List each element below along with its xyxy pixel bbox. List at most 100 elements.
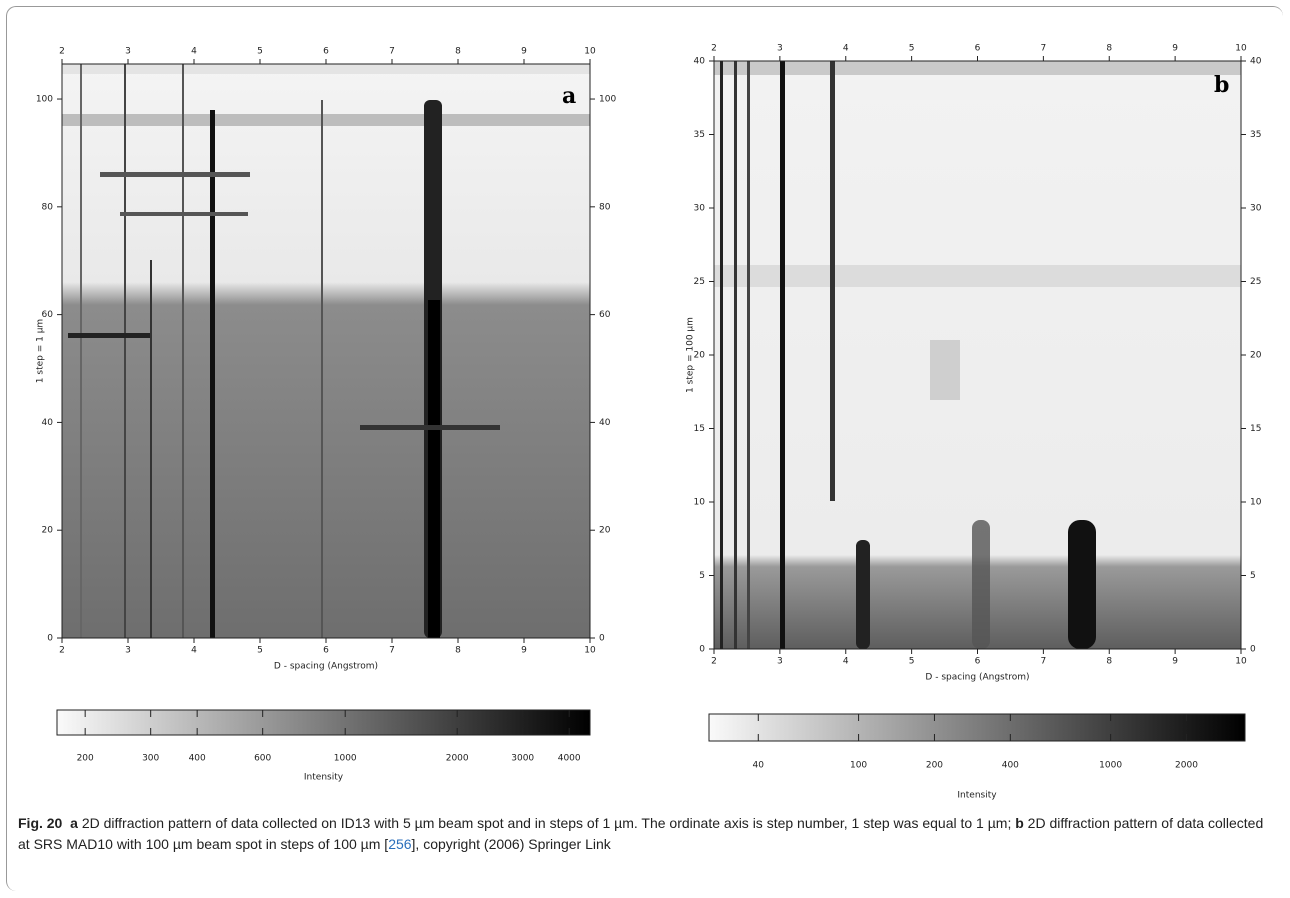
x-tick-label: 5 bbox=[257, 646, 263, 656]
y-tick-label-right: 30 bbox=[1250, 204, 1262, 214]
x-tick-label-top: 4 bbox=[843, 44, 849, 54]
colorbar-tick-label: 100 bbox=[850, 761, 867, 771]
panel-label: b bbox=[1214, 72, 1229, 98]
y-tick-label: 60 bbox=[42, 310, 54, 320]
colorbar-tick-label: 4000 bbox=[558, 754, 581, 764]
colorbar-tick-label: 200 bbox=[926, 761, 943, 771]
colorbar-tick-label: 40 bbox=[753, 761, 765, 771]
y-tick-label: 20 bbox=[694, 351, 706, 361]
heatmap-image-b bbox=[714, 61, 1241, 649]
x-tick-label: 10 bbox=[584, 646, 596, 656]
y-tick-label-right: 100 bbox=[599, 95, 616, 105]
y-tick-label: 5 bbox=[699, 571, 705, 581]
x-tick-label: 3 bbox=[125, 646, 131, 656]
y-tick-label-right: 15 bbox=[1250, 424, 1261, 434]
y-tick-label: 80 bbox=[42, 202, 54, 212]
x-tick-label: 2 bbox=[711, 657, 717, 667]
x-tick-label: 8 bbox=[1106, 657, 1112, 667]
colorbar-tick-label: 400 bbox=[189, 754, 206, 764]
y-tick-label: 0 bbox=[47, 634, 53, 644]
colorbar-tick-label: 600 bbox=[254, 754, 271, 764]
y-tick-label-right: 20 bbox=[1250, 351, 1262, 361]
caption-text: 2D diffraction pattern of data collected… bbox=[77, 815, 1016, 831]
y-axis-label: 1 step = 100 µm bbox=[686, 317, 696, 393]
reference-link[interactable]: 256 bbox=[388, 836, 412, 852]
colorbar-tick-label: 1000 bbox=[1099, 761, 1122, 771]
y-tick-label: 40 bbox=[42, 418, 54, 428]
x-tick-label: 5 bbox=[909, 657, 915, 667]
x-tick-label-top: 10 bbox=[584, 47, 596, 57]
part-label: a bbox=[70, 815, 78, 831]
colorbar-tick-label: 1000 bbox=[334, 754, 357, 764]
colorbar-tick-label: 400 bbox=[1002, 761, 1019, 771]
colorbar-label: Intensity bbox=[957, 791, 997, 801]
x-tick-label-top: 8 bbox=[1106, 44, 1112, 54]
y-axis-label: 1 step = 1 µm bbox=[36, 319, 46, 383]
x-axis-label: D - spacing (Angstrom) bbox=[925, 673, 1029, 683]
x-tick-label-top: 9 bbox=[1172, 44, 1178, 54]
x-tick-label: 9 bbox=[521, 646, 527, 656]
y-tick-label: 100 bbox=[36, 95, 53, 105]
x-tick-label: 6 bbox=[323, 646, 329, 656]
y-tick-label: 15 bbox=[694, 424, 705, 434]
y-tick-label: 25 bbox=[694, 277, 705, 287]
caption-text: 2D diffraction pattern of data collected… bbox=[18, 815, 1264, 852]
x-tick-label-top: 4 bbox=[191, 47, 197, 57]
caption: Fig. 20 a 2D diffraction pattern of data… bbox=[18, 813, 1278, 855]
x-tick-label-top: 3 bbox=[777, 44, 783, 54]
x-tick-label: 7 bbox=[389, 646, 395, 656]
x-tick-label-top: 6 bbox=[975, 44, 981, 54]
y-tick-label: 40 bbox=[694, 57, 706, 67]
colorbar-tick-label: 3000 bbox=[511, 754, 534, 764]
x-tick-label: 2 bbox=[59, 646, 65, 656]
colorbar-tick-label: 2000 bbox=[446, 754, 469, 764]
x-tick-label: 7 bbox=[1041, 657, 1047, 667]
y-tick-label-right: 10 bbox=[1250, 498, 1262, 508]
x-tick-label-top: 2 bbox=[59, 47, 65, 57]
x-tick-label: 8 bbox=[455, 646, 461, 656]
x-tick-label-top: 6 bbox=[323, 47, 329, 57]
x-tick-label: 10 bbox=[1235, 657, 1247, 667]
y-tick-label-right: 0 bbox=[1250, 645, 1256, 655]
x-tick-label-top: 3 bbox=[125, 47, 131, 57]
y-tick-label-right: 80 bbox=[599, 202, 611, 212]
figure-frame bbox=[6, 6, 1283, 891]
x-tick-label-top: 5 bbox=[909, 44, 915, 54]
colorbar bbox=[708, 713, 1246, 742]
panel-label: a bbox=[562, 83, 576, 109]
x-tick-label: 9 bbox=[1172, 657, 1178, 667]
x-axis-label: D - spacing (Angstrom) bbox=[274, 662, 378, 672]
y-tick-label: 0 bbox=[699, 645, 705, 655]
x-tick-label: 4 bbox=[191, 646, 197, 656]
colorbar-tick-label: 200 bbox=[77, 754, 94, 764]
y-tick-label: 30 bbox=[694, 204, 706, 214]
y-tick-label-right: 20 bbox=[599, 526, 611, 536]
x-tick-label-top: 9 bbox=[521, 47, 527, 57]
y-tick-label: 35 bbox=[694, 130, 705, 140]
colorbar-label: Intensity bbox=[304, 773, 344, 783]
colorbar-tick-label: 2000 bbox=[1175, 761, 1198, 771]
y-tick-label-right: 5 bbox=[1250, 571, 1256, 581]
x-tick-label-top: 10 bbox=[1235, 44, 1247, 54]
caption-text: ], copyright (2006) Springer Link bbox=[411, 836, 611, 852]
x-tick-label-top: 8 bbox=[455, 47, 461, 57]
y-tick-label-right: 40 bbox=[599, 418, 611, 428]
figure-number: Fig. 20 bbox=[18, 815, 63, 831]
x-tick-label: 4 bbox=[843, 657, 849, 667]
x-tick-label-top: 5 bbox=[257, 47, 263, 57]
heatmap-image-a bbox=[62, 64, 590, 638]
part-label: b bbox=[1015, 815, 1024, 831]
x-tick-label-top: 7 bbox=[1041, 44, 1047, 54]
x-tick-label-top: 7 bbox=[389, 47, 395, 57]
y-tick-label-right: 60 bbox=[599, 310, 611, 320]
y-tick-label-right: 25 bbox=[1250, 277, 1261, 287]
colorbar-tick-label: 300 bbox=[142, 754, 159, 764]
colorbar bbox=[56, 709, 591, 736]
x-tick-label-top: 2 bbox=[711, 44, 717, 54]
y-tick-label-right: 0 bbox=[599, 634, 605, 644]
y-tick-label-right: 35 bbox=[1250, 130, 1261, 140]
y-tick-label-right: 40 bbox=[1250, 57, 1262, 67]
x-tick-label: 6 bbox=[975, 657, 981, 667]
